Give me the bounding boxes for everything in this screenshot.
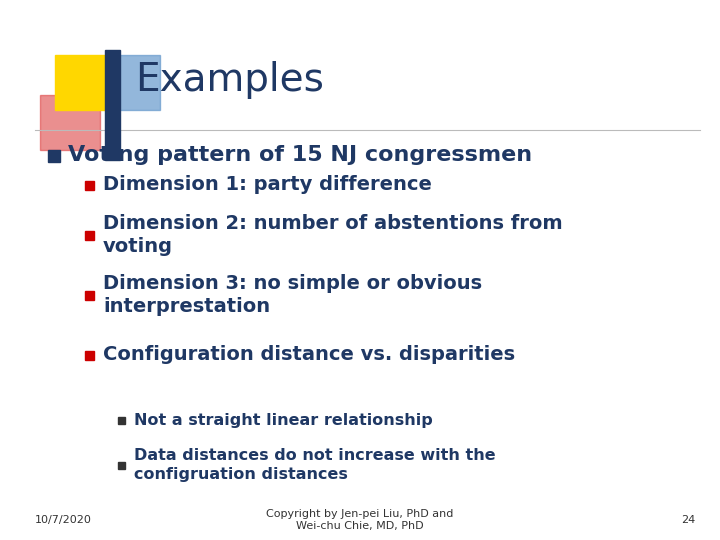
Text: Dimension 1: party difference: Dimension 1: party difference xyxy=(103,176,432,194)
Bar xyxy=(118,417,125,424)
Text: Voting pattern of 15 NJ congressmen: Voting pattern of 15 NJ congressmen xyxy=(68,145,532,165)
Text: Not a straight linear relationship: Not a straight linear relationship xyxy=(134,413,433,428)
Bar xyxy=(55,55,110,110)
Bar xyxy=(85,231,94,240)
Bar xyxy=(105,50,120,160)
Text: 24: 24 xyxy=(680,515,695,525)
Text: Examples: Examples xyxy=(135,61,324,99)
Bar xyxy=(105,55,160,110)
Bar xyxy=(85,351,94,360)
Text: Configuration distance vs. disparities: Configuration distance vs. disparities xyxy=(103,346,515,365)
Text: Copyright by Jen-pei Liu, PhD and
Wei-chu Chie, MD, PhD: Copyright by Jen-pei Liu, PhD and Wei-ch… xyxy=(266,509,454,531)
Text: 10/7/2020: 10/7/2020 xyxy=(35,515,92,525)
Bar xyxy=(40,95,100,150)
Bar xyxy=(85,291,94,300)
Text: Dimension 2: number of abstentions from
voting: Dimension 2: number of abstentions from … xyxy=(103,214,562,256)
Text: Dimension 3: no simple or obvious
interprestation: Dimension 3: no simple or obvious interp… xyxy=(103,274,482,316)
Bar xyxy=(118,462,125,469)
Bar xyxy=(48,150,60,162)
Text: Data distances do not increase with the
configruation distances: Data distances do not increase with the … xyxy=(134,449,495,482)
Bar xyxy=(85,181,94,190)
